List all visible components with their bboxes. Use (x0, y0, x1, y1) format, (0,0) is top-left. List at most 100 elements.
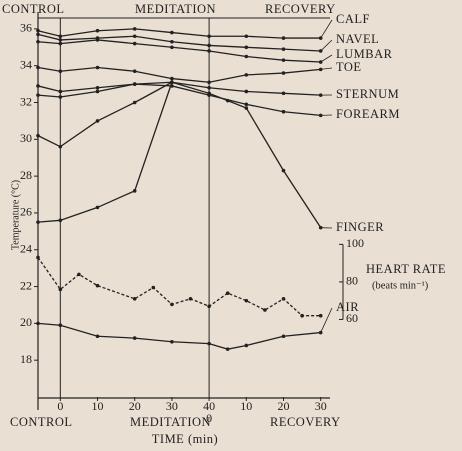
data-point (36, 220, 40, 224)
data-point (36, 255, 40, 260)
data-point (58, 218, 63, 223)
data-point (36, 84, 40, 88)
data-point (132, 41, 137, 46)
x-tick-label: 10 (240, 399, 252, 413)
series-line (37, 81, 322, 229)
y-tick-label: 20 (20, 315, 32, 329)
data-point (151, 285, 156, 290)
data-point (58, 144, 63, 149)
y-tick-label: 30 (20, 131, 32, 145)
period-label-bottom: MEDITATION (130, 415, 211, 429)
data-point (170, 80, 174, 85)
x-tick-label: 20 (129, 399, 141, 413)
data-point (244, 102, 249, 107)
data-point (170, 30, 174, 35)
data-point (132, 189, 137, 193)
x-label: TIME (min) (152, 432, 218, 446)
label-leader (320, 54, 333, 63)
period-label-bottom: CONTROL (10, 415, 73, 429)
data-point (95, 85, 100, 90)
data-point (132, 82, 137, 86)
data-point (170, 339, 174, 344)
series-label: NAVEL (336, 32, 379, 46)
data-point (170, 39, 174, 44)
series-label: FINGER (336, 220, 384, 234)
series-line (37, 257, 321, 317)
x-secondary-label: 0 (206, 411, 212, 425)
x-tick-label: 20 (278, 399, 290, 413)
data-point (281, 91, 286, 96)
data-point (132, 27, 137, 31)
data-point (58, 69, 63, 74)
data-point (207, 85, 211, 90)
data-point (58, 38, 63, 42)
data-point (132, 100, 137, 105)
data-point (225, 291, 230, 295)
series-label: FOREARM (336, 107, 400, 121)
data-point (58, 89, 63, 94)
y-tick-label: 28 (20, 168, 32, 182)
data-point (225, 347, 230, 351)
data-point (281, 71, 286, 75)
data-point (300, 313, 304, 318)
data-point (318, 313, 323, 318)
data-point (170, 302, 174, 307)
data-point (58, 34, 63, 39)
x-tick-label: 0 (57, 399, 63, 413)
data-point (207, 49, 211, 53)
y-label: Temperature (°C) (10, 180, 21, 250)
period-label: MEDITATION (135, 2, 216, 16)
series-label: STERNUM (336, 87, 399, 101)
series-line (37, 82, 173, 223)
x-tick-label: 40 (203, 399, 215, 413)
y-tick-label: 18 (20, 352, 32, 366)
data-point (36, 39, 40, 44)
data-point (244, 34, 249, 39)
data-point (36, 28, 40, 33)
data-point (95, 38, 100, 42)
label-leader (320, 307, 333, 333)
y-tick-label: 32 (20, 94, 32, 108)
y-tick-label: 34 (20, 57, 32, 71)
data-point (95, 283, 100, 288)
label-leader (320, 19, 333, 39)
data-point (244, 54, 249, 59)
data-point (132, 34, 137, 39)
data-point (281, 58, 286, 62)
data-point (36, 133, 40, 138)
data-point (244, 298, 249, 303)
data-point (244, 89, 249, 94)
label-leader (320, 67, 333, 70)
data-point (36, 93, 40, 97)
data-point (95, 205, 100, 210)
period-label: CONTROL (2, 2, 65, 16)
series-line (37, 39, 321, 63)
data-point (95, 89, 100, 94)
data-point (58, 323, 63, 328)
period-label: RECOVERY (265, 2, 336, 16)
y2-unit: (beats min⁻¹) (372, 280, 429, 291)
data-point (36, 65, 40, 70)
series-line (37, 83, 321, 117)
data-point (281, 109, 286, 114)
period-label-bottom: RECOVERY (270, 415, 341, 429)
data-point (207, 43, 211, 48)
data-point (244, 45, 249, 50)
data-point (244, 343, 249, 348)
y2-tick-label: 100 (346, 236, 364, 250)
y-tick-label: 36 (20, 21, 32, 35)
data-point (207, 91, 211, 96)
y2-tick-label: 60 (346, 311, 358, 325)
data-point (36, 32, 40, 37)
y2-label: HEART RATE (366, 262, 446, 276)
data-point (132, 296, 137, 301)
x-tick-label: 30 (166, 399, 178, 413)
series-label: LUMBAR (336, 47, 393, 61)
data-point (58, 41, 63, 46)
data-point (281, 168, 286, 173)
data-point (207, 34, 211, 39)
series-label: CALF (336, 12, 370, 26)
data-point (244, 106, 249, 110)
data-point (170, 45, 174, 50)
